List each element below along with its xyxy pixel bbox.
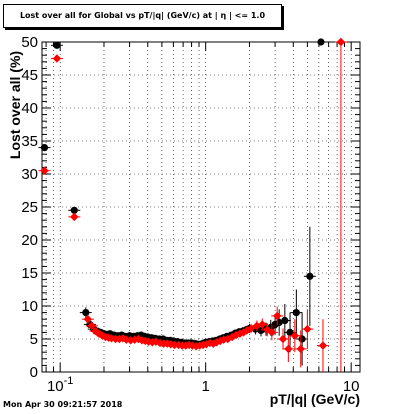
marker-diamond — [284, 344, 293, 354]
marker-diamond — [278, 334, 288, 344]
marker-diamond — [134, 334, 143, 344]
marker-circle — [53, 41, 61, 49]
data-point — [316, 319, 329, 372]
marker-diamond — [258, 320, 267, 329]
x-tick-label: 10 — [343, 378, 360, 395]
y-tick-label: 0 — [30, 364, 38, 381]
axes: 10-1 1 10 0 5 10 15 20 25 30 35 40 45 50 — [21, 34, 361, 395]
marker-diamond — [87, 321, 97, 330]
marker-diamond — [303, 324, 312, 334]
y-tick-label: 30 — [21, 166, 38, 183]
data-point — [68, 212, 81, 222]
timestamp: Mon Apr 30 09:21:57 2018 — [3, 400, 123, 409]
marker-circle — [317, 38, 325, 46]
data-point — [314, 38, 327, 46]
data-point — [38, 166, 51, 175]
marker-diamond — [272, 311, 282, 321]
x-axis-label: pT/|q| (GeV/c) — [269, 391, 360, 407]
data-point — [288, 319, 301, 353]
marker-circle — [306, 272, 314, 280]
marker-diamond — [223, 334, 233, 344]
marker-circle — [298, 335, 306, 343]
marker-diamond — [336, 37, 346, 47]
data-point — [303, 226, 316, 326]
marker-circle — [70, 206, 78, 214]
y-tick-label: 15 — [21, 265, 38, 282]
y-axis-label: Lost over all (%) — [7, 50, 23, 160]
data-point — [79, 307, 92, 318]
data-point — [277, 328, 290, 350]
data-point — [296, 312, 309, 366]
series-1 — [38, 37, 347, 372]
marker-diamond — [107, 334, 116, 343]
marker-diamond — [155, 338, 165, 348]
marker-circle — [281, 316, 289, 325]
marker-circle — [40, 144, 49, 152]
marker-diamond — [52, 54, 62, 63]
data-points — [38, 37, 347, 372]
y-tick-label: 25 — [21, 199, 38, 216]
data-point — [290, 289, 303, 336]
marker-diamond — [296, 344, 305, 354]
y-tick-label: 45 — [21, 67, 38, 84]
marker-diamond — [246, 324, 256, 333]
marker-diamond — [40, 166, 49, 175]
marker-circle — [82, 309, 90, 317]
marker-diamond — [267, 328, 277, 337]
marker-diamond — [126, 336, 135, 345]
data-point — [85, 321, 98, 330]
data-point — [294, 330, 307, 368]
x-tick-label: 10-1 — [47, 375, 73, 395]
chart-title: Lost over all for Global vs pT/|q| (GeV/… — [3, 4, 282, 28]
data-point — [282, 335, 295, 363]
data-point — [265, 324, 278, 341]
marker-diamond — [290, 331, 300, 340]
y-tick-label: 35 — [21, 133, 38, 150]
series-0 — [38, 38, 327, 366]
data-point — [271, 306, 284, 326]
marker-diamond — [83, 315, 93, 324]
data-point — [81, 314, 94, 324]
y-tick-label: 10 — [21, 298, 38, 315]
y-tick-label: 40 — [21, 100, 38, 117]
y-tick-label: 50 — [21, 34, 38, 51]
data-point — [68, 206, 81, 214]
x-tick-label: 1 — [202, 378, 210, 395]
y-tick-label: 5 — [30, 331, 38, 348]
data-point — [334, 37, 347, 372]
marker-diamond — [318, 341, 328, 350]
y-tick-label: 20 — [21, 232, 38, 249]
marker-circle — [286, 328, 294, 336]
marker-diamond — [242, 326, 252, 335]
data-point — [50, 54, 63, 63]
marker-diamond — [216, 336, 225, 346]
data-point — [301, 309, 314, 349]
marker-diamond — [130, 335, 139, 344]
data-point — [38, 144, 51, 152]
marker-circle — [292, 309, 300, 317]
data-point — [256, 318, 269, 331]
data-point — [278, 304, 291, 338]
data-point — [50, 41, 63, 49]
marker-diamond — [70, 212, 79, 222]
